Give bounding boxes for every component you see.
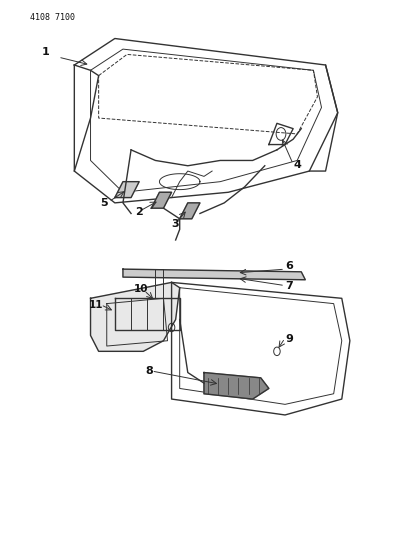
Polygon shape	[204, 373, 269, 399]
Text: 9: 9	[285, 334, 293, 344]
Text: 10: 10	[134, 284, 149, 294]
Text: 2: 2	[135, 207, 143, 216]
Text: 5: 5	[101, 198, 108, 208]
Polygon shape	[151, 192, 172, 208]
Text: 11: 11	[89, 300, 103, 310]
Text: 8: 8	[145, 366, 153, 376]
Text: 4108 7100: 4108 7100	[30, 13, 75, 22]
Text: 1: 1	[42, 47, 50, 58]
Text: 6: 6	[285, 261, 293, 271]
Polygon shape	[91, 282, 180, 351]
Polygon shape	[123, 269, 305, 280]
Text: 7: 7	[285, 281, 293, 292]
Text: 3: 3	[172, 219, 179, 229]
Polygon shape	[180, 203, 200, 219]
Text: 4: 4	[293, 160, 301, 170]
Polygon shape	[115, 182, 139, 198]
